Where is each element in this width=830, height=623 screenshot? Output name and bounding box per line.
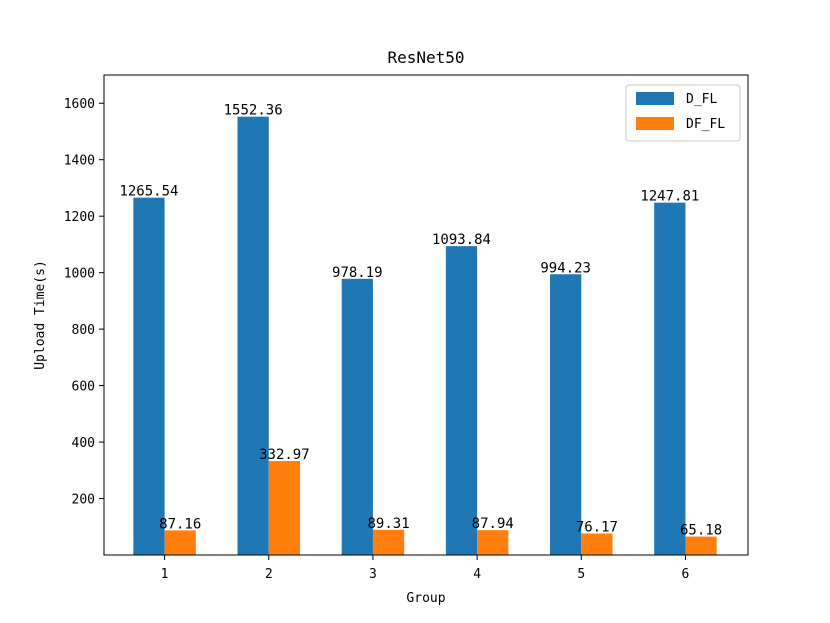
- bar-d-fl-group-6: [654, 202, 686, 555]
- y-tick-label: 800: [72, 323, 95, 338]
- data-label-df-fl-group-3: 89.31: [367, 516, 409, 532]
- x-tick-label: 3: [369, 567, 377, 582]
- y-tick-label: 200: [72, 493, 95, 508]
- bar-df-fl-group-4: [477, 530, 509, 555]
- x-axis-label: Group: [406, 591, 445, 606]
- data-label-df-fl-group-2: 332.97: [259, 447, 310, 463]
- bar-df-fl-group-2: [268, 460, 301, 555]
- bar-df-fl-group-5: [581, 533, 613, 555]
- data-label-d-fl-group-5: 994.23: [540, 260, 591, 276]
- x-tick-label: 4: [473, 567, 481, 582]
- legend-swatch-df-fl: [636, 117, 674, 130]
- bar-d-fl-group-1: [133, 197, 165, 555]
- x-tick-label: 2: [265, 567, 273, 582]
- y-tick-label: 1000: [64, 267, 95, 282]
- y-tick-label: 1200: [64, 210, 95, 225]
- legend: D_FL DF_FL: [625, 84, 741, 142]
- bar-df-fl-group-3: [372, 529, 405, 555]
- data-label-d-fl-group-4: 1093.84: [432, 232, 491, 248]
- y-axis: 200 400 600 800 1000 1200 1400 1600: [64, 97, 104, 508]
- bar-d-fl-group-4: [445, 246, 478, 555]
- bar-d-fl-group-5: [550, 274, 582, 555]
- x-tick-label: 5: [577, 567, 585, 582]
- y-tick-label: 400: [72, 436, 95, 451]
- x-tick-label: 1: [161, 567, 169, 582]
- x-tick-label: 6: [682, 567, 690, 582]
- y-tick-label: 1600: [64, 97, 95, 112]
- legend-label-df-fl: DF_FL: [686, 117, 725, 132]
- bar-df-fl-group-6: [685, 536, 717, 555]
- legend-label-d-fl: D_FL: [686, 92, 717, 107]
- x-axis: 1 2 3 4 5 6: [161, 555, 690, 582]
- data-label-df-fl-group-5: 76.17: [576, 519, 618, 535]
- data-label-df-fl-group-4: 87.94: [472, 516, 514, 532]
- legend-swatch-d-fl: [636, 92, 674, 105]
- chart-title: ResNet50: [387, 48, 464, 67]
- data-label-df-fl-group-1: 87.16: [159, 516, 201, 532]
- plot-frame: [103, 74, 749, 556]
- data-label-df-fl-group-6: 65.18: [680, 523, 722, 539]
- data-label-d-fl-group-2: 1552.36: [224, 103, 283, 119]
- bar-df-fl-group-1: [164, 530, 196, 555]
- data-label-d-fl-group-1: 1265.54: [119, 184, 178, 200]
- bar-d-fl-group-2: [237, 116, 269, 555]
- bars-layer: [133, 116, 717, 555]
- y-tick-label: 1400: [64, 154, 95, 169]
- data-labels-layer: 1265.54 1552.36 978.19 1093.84 994.23 1247.81…: [119, 103, 722, 539]
- data-label-d-fl-group-6: 1247.81: [640, 189, 699, 205]
- y-tick-label: 600: [72, 380, 95, 395]
- y-axis-label: Upload Time(s): [33, 260, 48, 370]
- bar-d-fl-group-3: [341, 278, 373, 555]
- data-label-d-fl-group-3: 978.19: [332, 265, 383, 281]
